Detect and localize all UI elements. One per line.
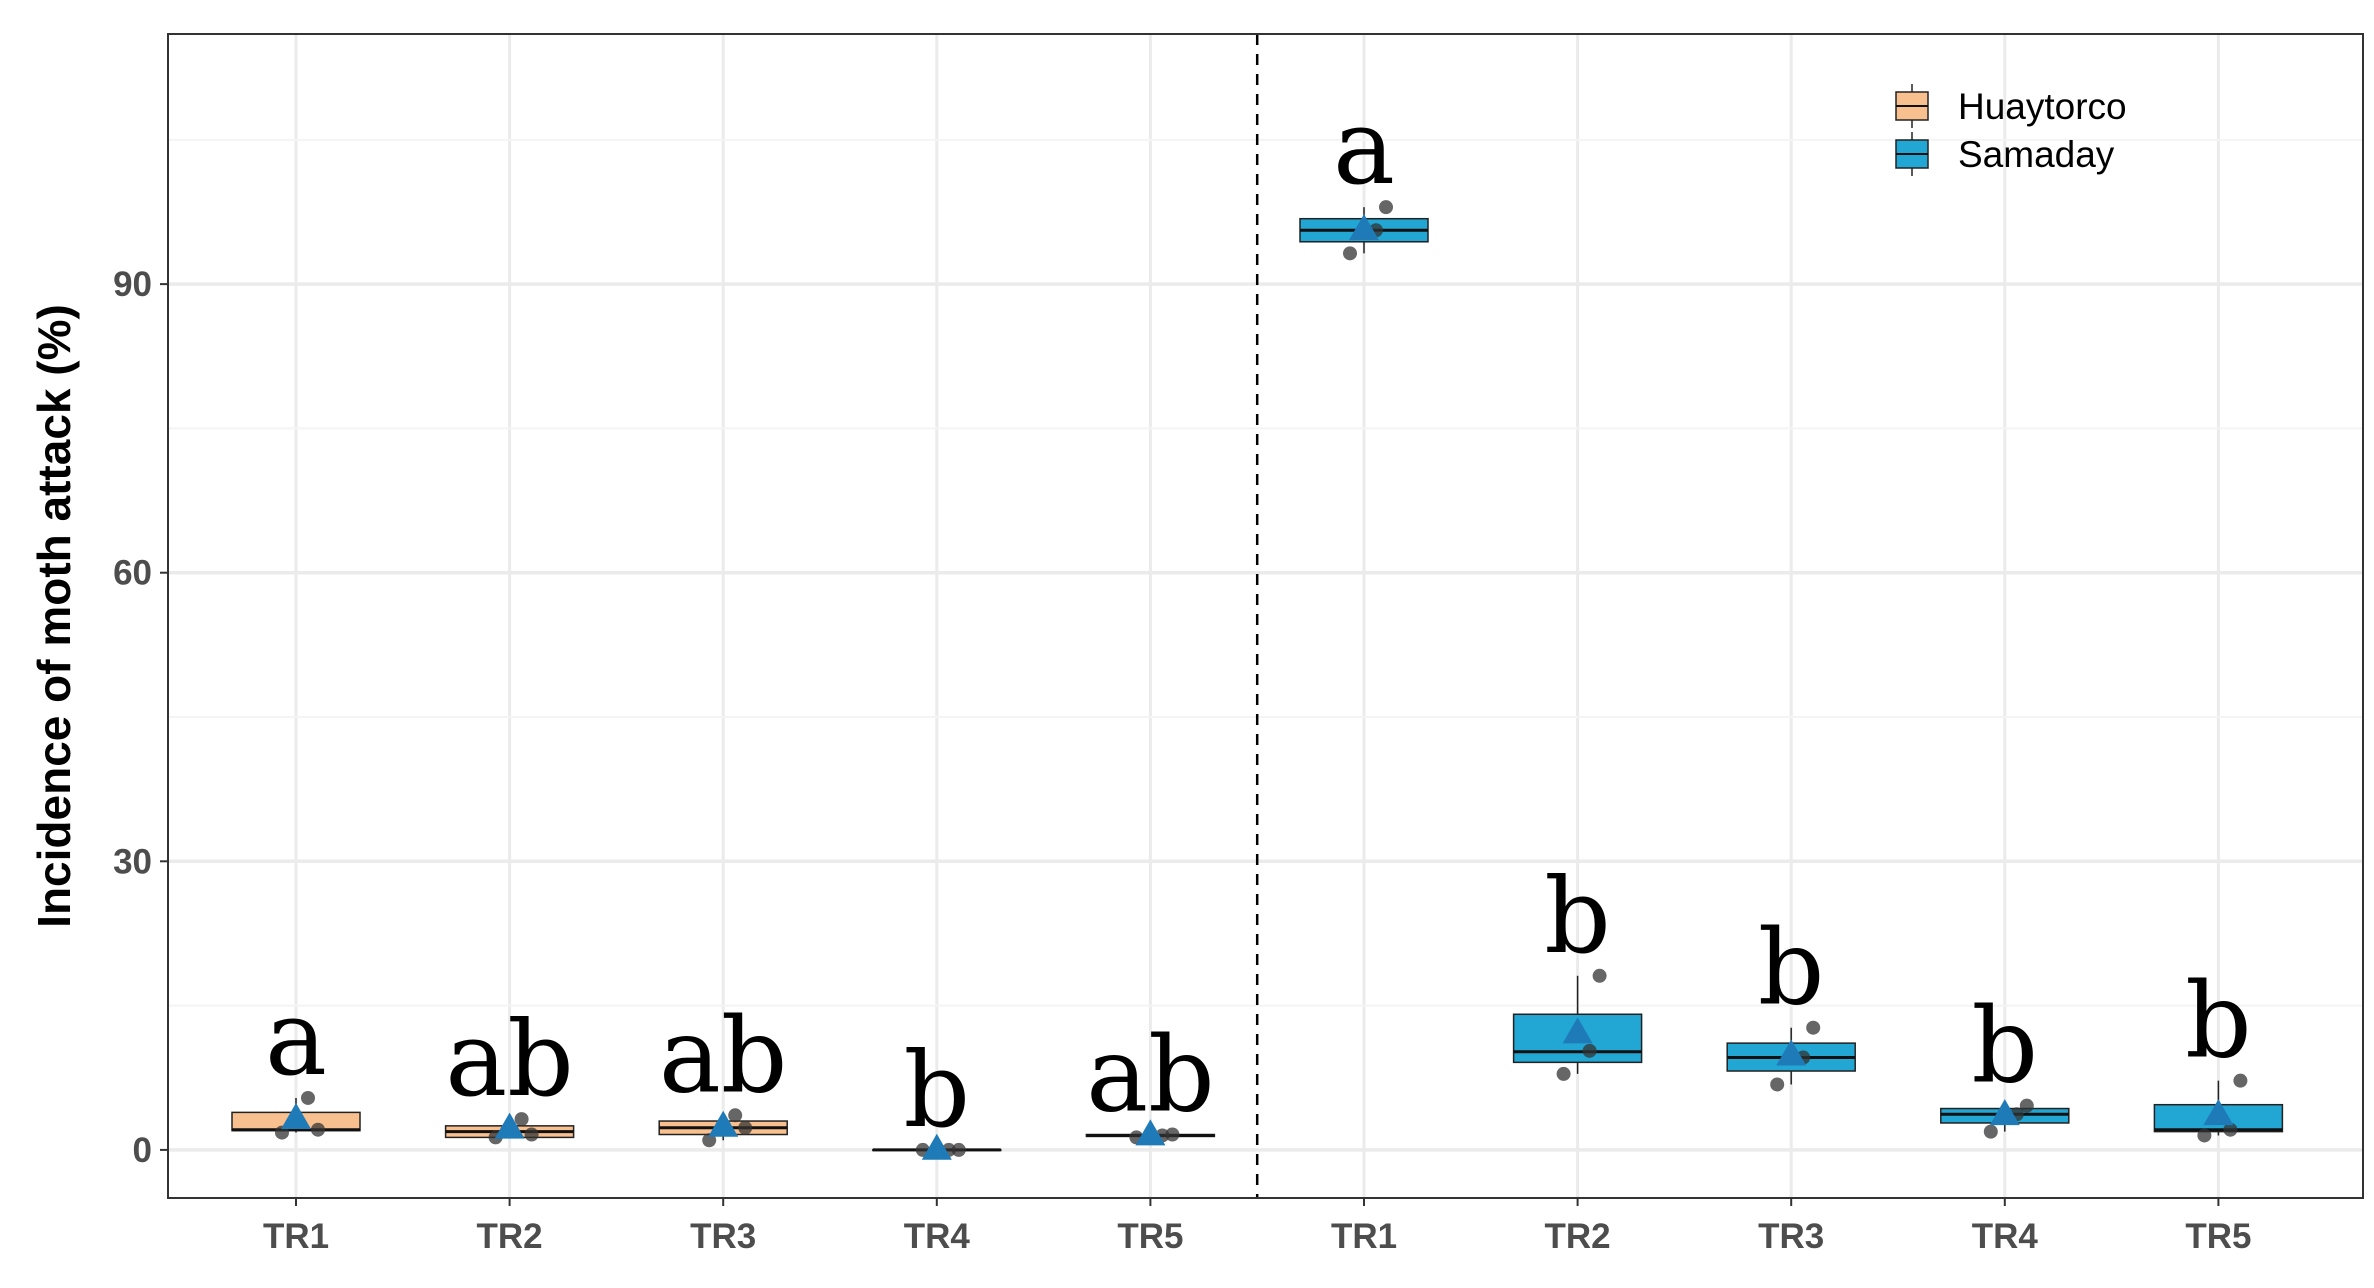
significance-letter: ab (659, 994, 788, 1116)
data-point (514, 1112, 529, 1127)
mean-markers (281, 214, 2234, 1160)
y-tick-label: 30 (113, 842, 152, 881)
significance-letter: b (904, 1029, 971, 1151)
data-point (2223, 1122, 2238, 1137)
y-tick-label: 0 (133, 1131, 152, 1170)
significance-letter: b (2185, 960, 2252, 1082)
x-tick-label: TR3 (1758, 1217, 1824, 1256)
data-point (1582, 1043, 1597, 1058)
data-point (1556, 1066, 1571, 1081)
x-tick-label: TR4 (1972, 1217, 2039, 1256)
y-tick-label: 90 (113, 265, 152, 304)
mean-marker (1562, 1017, 1593, 1044)
mean-marker (494, 1112, 525, 1139)
y-tick-label: 60 (113, 554, 152, 593)
data-point (738, 1120, 753, 1135)
x-axis: TR1 TR2 TR3 TR4 TR5 TR1 TR2 TR3 TR4 TR5 (263, 1198, 2251, 1256)
significance-letter: b (1972, 985, 2039, 1107)
legend: Huaytorco Samaday (1895, 84, 2127, 176)
data-point (1165, 1127, 1180, 1142)
data-point (2233, 1073, 2248, 1088)
x-tick-label: TR2 (1545, 1217, 1611, 1256)
x-tick-label: TR3 (690, 1217, 756, 1256)
data-point (301, 1090, 315, 1105)
significance-letter: b (1758, 907, 1825, 1029)
data-point (728, 1108, 743, 1123)
data-point (1770, 1077, 1785, 1092)
mean-marker (921, 1133, 952, 1160)
data-point (311, 1122, 325, 1137)
data-point (1983, 1124, 1998, 1139)
y-axis: 0 30 60 90 (113, 265, 168, 1170)
mean-marker (1135, 1119, 1166, 1146)
plot-panel-border (167, 33, 2364, 1199)
data-point (2019, 1098, 2034, 1113)
y-axis-title: Incidence of moth attack (%) (28, 304, 80, 928)
legend-label: Huaytorco (1958, 86, 2127, 127)
significance-letter: ab (1086, 1014, 1215, 1136)
x-tick-label: TR1 (1331, 1217, 1397, 1256)
data-point (524, 1127, 539, 1142)
legend-label: Samaday (1958, 134, 2115, 175)
data-point (702, 1133, 717, 1148)
data-point (1343, 246, 1357, 261)
mean-marker (1776, 1039, 1807, 1066)
significance-letter: b (1544, 855, 1611, 977)
mean-marker (1989, 1099, 2020, 1126)
data-point (2197, 1128, 2212, 1143)
mean-marker (1349, 214, 1379, 241)
data-point (951, 1142, 966, 1157)
x-tick-label: TR5 (1117, 1217, 1183, 1256)
significance-letter: a (265, 977, 327, 1099)
mean-marker (2203, 1099, 2234, 1126)
data-point (1806, 1020, 1821, 1035)
data-point (1379, 200, 1393, 215)
x-tick-label: TR5 (2185, 1217, 2251, 1256)
data-point (275, 1125, 289, 1140)
data-point (1592, 968, 1607, 983)
significance-letter: ab (445, 998, 574, 1120)
significance-letter: a (1333, 86, 1395, 208)
x-tick-label: TR2 (477, 1217, 543, 1256)
mean-marker (281, 1102, 311, 1129)
x-tick-label: TR4 (904, 1217, 971, 1256)
mean-marker (708, 1110, 739, 1137)
x-tick-label: TR1 (263, 1217, 329, 1256)
